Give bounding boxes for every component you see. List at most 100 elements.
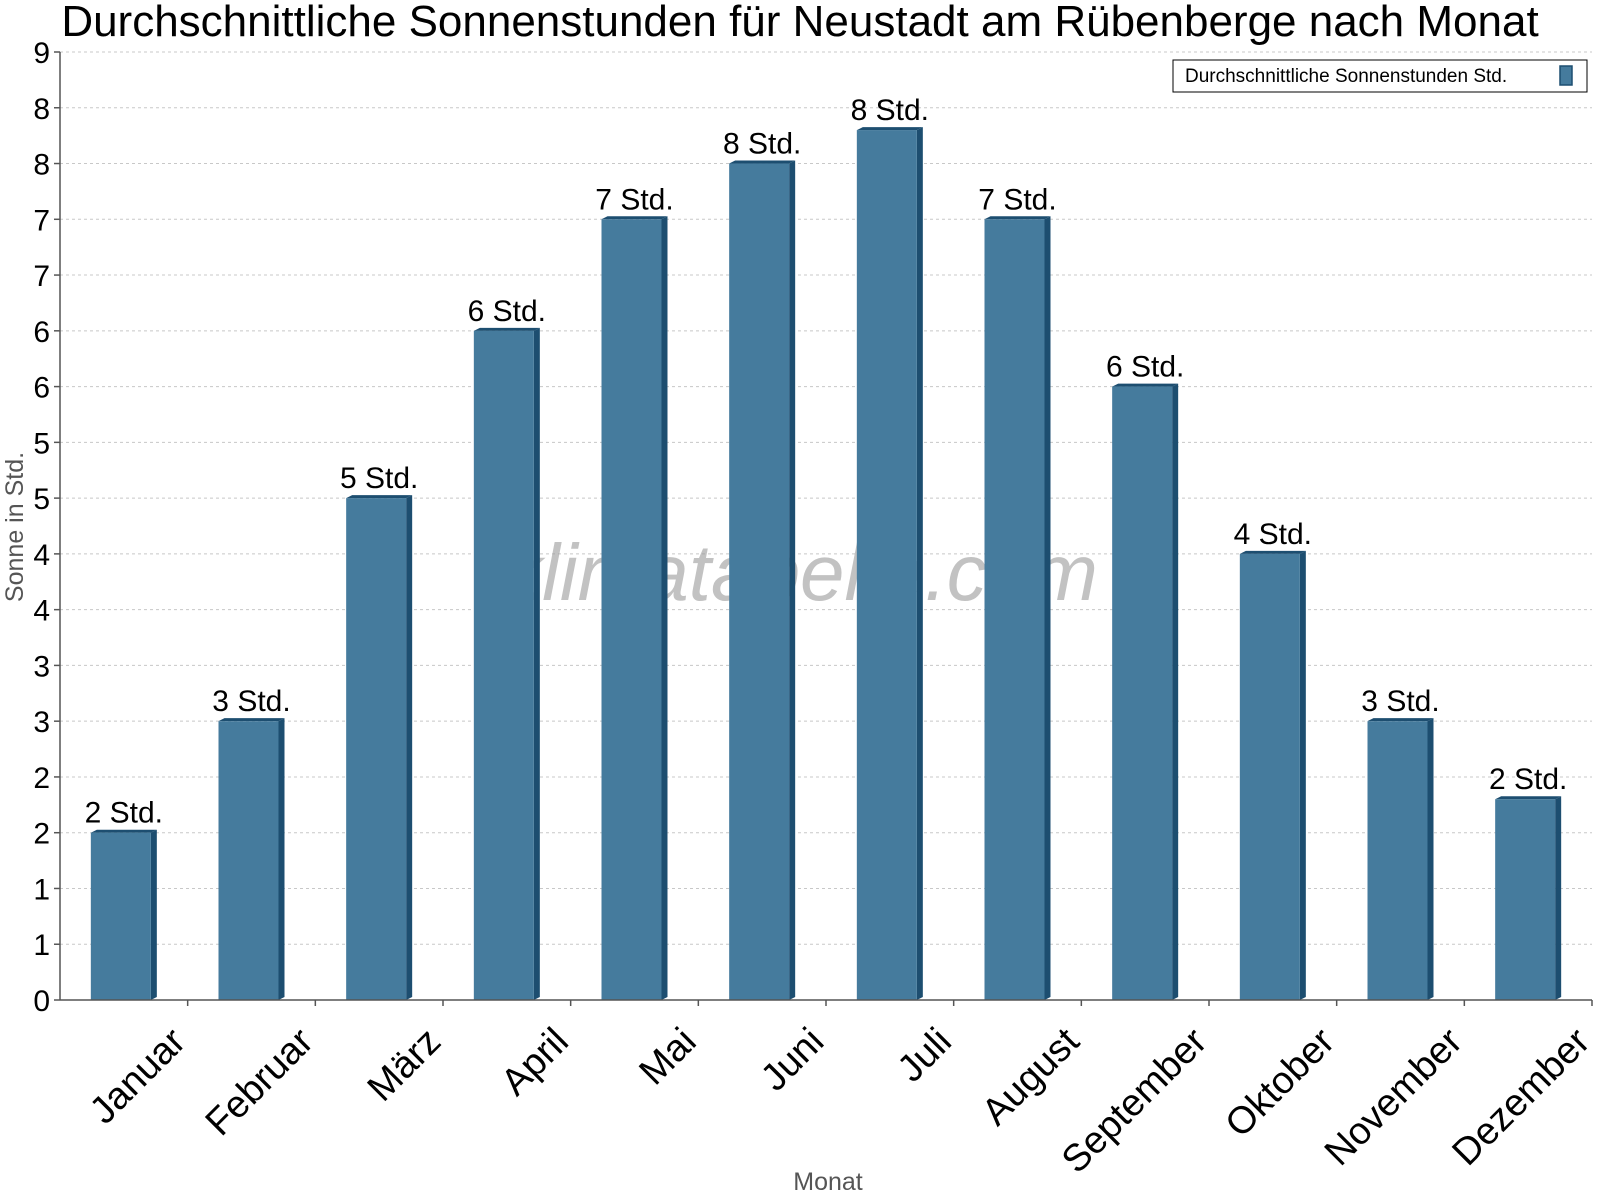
x-tick-label: Dezember <box>1445 1020 1599 1174</box>
bar-side <box>533 327 540 1001</box>
y-tick-label: 2 <box>33 818 50 851</box>
bar-face <box>90 832 151 1000</box>
y-tick-label: 0 <box>33 985 50 1018</box>
x-tick-label: Januar <box>82 1020 194 1132</box>
x-tick-label: August <box>974 1020 1088 1134</box>
bar-face <box>218 721 279 1000</box>
y-tick-label: 6 <box>33 372 50 405</box>
y-tick-label: 1 <box>33 929 50 962</box>
bar-face <box>601 219 662 1000</box>
y-tick-label: 4 <box>33 595 50 628</box>
data-label: 6 Std. <box>1106 351 1184 384</box>
x-ticks: Januar Februar März April Mai Juni Juli AugustS… <box>82 1000 1598 1181</box>
bar-face <box>1239 553 1300 1000</box>
bar-side <box>661 216 668 1000</box>
legend-swatch <box>1559 65 1573 86</box>
chart-title: Durchschnittliche Sonnenstunden für Neus… <box>61 0 1538 46</box>
bar <box>1112 383 1179 1000</box>
y-tick-label: 7 <box>33 204 50 237</box>
bar <box>1495 796 1562 1000</box>
axes <box>59 52 1592 1001</box>
x-tick-label: März <box>360 1020 449 1109</box>
data-label: 3 Std. <box>1361 685 1439 718</box>
y-tick-label: 3 <box>33 650 50 683</box>
bar <box>601 216 668 1000</box>
y-tick-label: 7 <box>33 260 50 293</box>
bar <box>1367 718 1434 1000</box>
bar-side <box>916 127 923 1001</box>
y-tick-label: 9 <box>33 37 50 70</box>
bar-top <box>984 216 1051 220</box>
y-tick-label: 6 <box>33 316 50 349</box>
x-tick-label: November <box>1317 1020 1471 1174</box>
bar-top <box>1239 550 1306 554</box>
bar-side <box>1555 796 1562 1000</box>
data-labels: 2 Std. 3 Std. 5 Std. 6 Std. 7 Std. 8 Std. 8 St… <box>85 94 1568 830</box>
bar <box>346 495 413 1000</box>
x-axis-label: Monat <box>793 1168 863 1196</box>
y-tick-label: 1 <box>33 873 50 906</box>
bar-top <box>473 327 540 331</box>
bar-side <box>1172 383 1179 1000</box>
bar <box>218 718 285 1000</box>
bar-side <box>1427 718 1434 1000</box>
bar-top <box>346 495 413 499</box>
bars <box>90 127 1562 1001</box>
gridlines <box>60 51 1592 945</box>
bar <box>1239 550 1306 1000</box>
legend-box <box>1172 59 1588 93</box>
bar-top <box>1367 718 1434 722</box>
y-tick-label: 2 <box>33 762 50 795</box>
y-tick-label: 5 <box>33 483 50 516</box>
bar-top <box>601 216 668 220</box>
data-label: 2 Std. <box>1489 763 1567 796</box>
bar-face <box>1495 799 1556 1000</box>
data-label: 7 Std. <box>978 183 1056 216</box>
bar-face <box>1112 386 1173 1000</box>
bar-face <box>729 163 790 1000</box>
bar-top <box>218 718 285 722</box>
y-tick-label: 8 <box>33 93 50 126</box>
x-tick-label: Oktober <box>1218 1020 1344 1146</box>
data-label: 7 Std. <box>595 183 673 216</box>
bar-face <box>856 130 917 1001</box>
bar-side <box>1299 550 1306 1000</box>
data-label: 8 Std. <box>723 128 801 161</box>
bar-face <box>984 219 1045 1000</box>
bar <box>729 160 796 1000</box>
bar-top <box>90 829 157 833</box>
y-tick-label: 4 <box>33 539 50 572</box>
data-label: 5 Std. <box>340 462 418 495</box>
bar <box>856 127 923 1001</box>
data-label: 3 Std. <box>212 685 290 718</box>
x-tick-label: Juli <box>890 1020 960 1090</box>
y-tick-label: 8 <box>33 149 50 182</box>
x-tick-label: April <box>493 1020 576 1103</box>
bar <box>473 327 540 1001</box>
y-axis-label: Sonne in Std. <box>1 452 29 602</box>
y-tick-label: 5 <box>33 427 50 460</box>
data-label: 4 Std. <box>1234 518 1312 551</box>
bar-face <box>346 498 407 1000</box>
bar-side <box>406 495 413 1000</box>
legend-label: Durchschnittliche Sonnenstunden Std. <box>1185 66 1507 87</box>
y-ticks: 0 1 1 2 2 3 3 4 4 5 5 6 6 7 7 8 8 9 <box>33 37 60 1018</box>
legend: Durchschnittliche Sonnenstunden Std. <box>1172 59 1588 93</box>
bar-side <box>278 718 285 1000</box>
bar <box>984 216 1051 1000</box>
bar-top <box>1112 383 1179 387</box>
x-tick-label: Februar <box>198 1020 322 1144</box>
data-label: 6 Std. <box>468 295 546 328</box>
y-tick-label: 3 <box>33 706 50 739</box>
bar-face <box>473 330 534 1001</box>
bar-top <box>856 127 923 131</box>
bar <box>90 829 157 1000</box>
data-label: 2 Std. <box>85 797 163 830</box>
bar-side <box>1044 216 1051 1000</box>
bar-side <box>150 829 157 1000</box>
x-tick-label: Mai <box>632 1020 705 1093</box>
bar-top <box>1495 796 1562 800</box>
bar-face <box>1367 721 1428 1000</box>
